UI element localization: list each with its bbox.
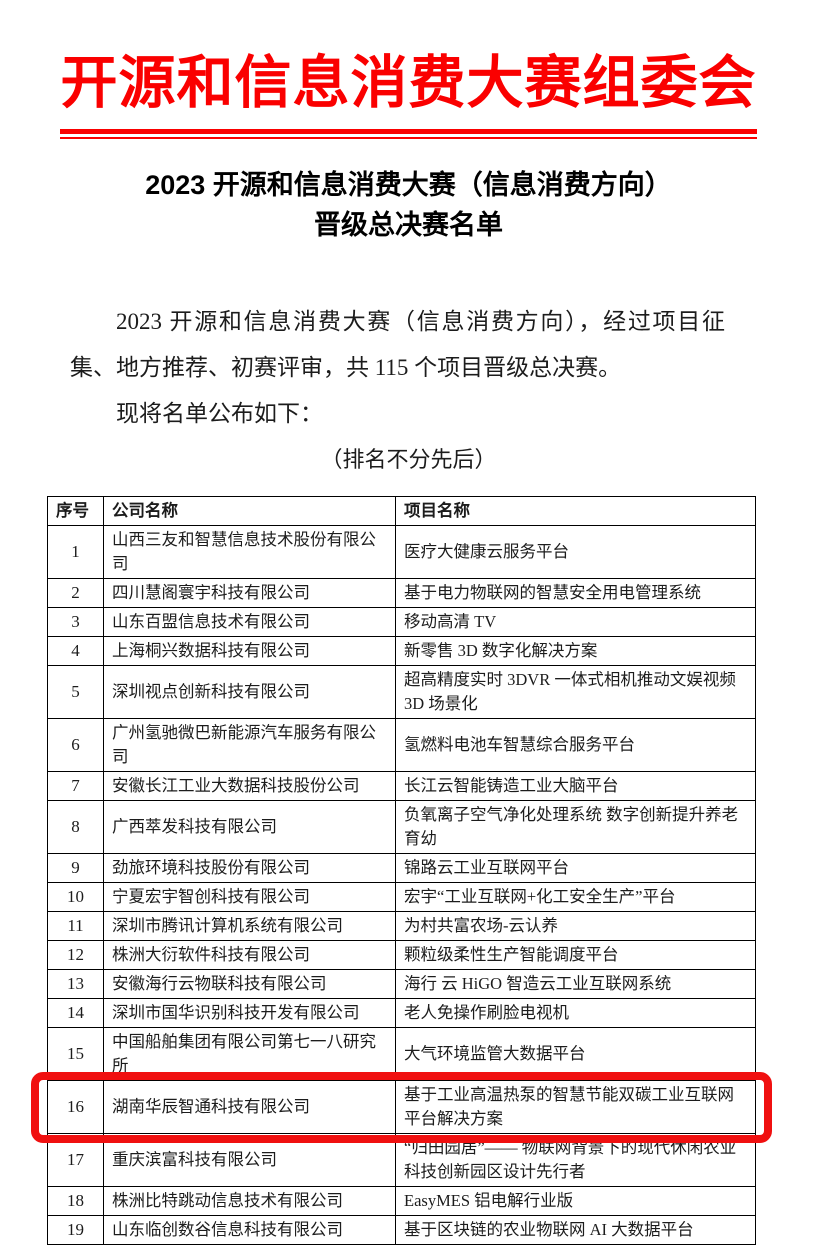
cell-no: 1: [47, 525, 104, 580]
cell-company: 广州氢驰微巴新能源汽车服务有限公司: [103, 718, 396, 773]
cell-project: 长江云智能铸造工业大脑平台: [395, 771, 756, 802]
cell-no: 19: [47, 1215, 104, 1245]
divider-thick-line: [60, 129, 757, 135]
document-title: 2023 开源和信息消费大赛（信息消费方向） 晋级总决赛名单: [0, 165, 817, 245]
table-row: 19 山东临创数谷信息科技有限公司 基于区块链的农业物联网 AI 大数据平台: [47, 1215, 756, 1245]
cell-no: 4: [47, 636, 104, 667]
header-cell-project: 项目名称: [395, 496, 756, 527]
header-cell-no: 序号: [47, 496, 104, 527]
cell-no: 5: [47, 665, 104, 720]
cell-company: 深圳市国华识别科技开发有限公司: [103, 998, 396, 1029]
cell-project: 基于电力物联网的智慧安全用电管理系统: [395, 578, 756, 609]
document-page: 开源和信息消费大赛组委会 2023 开源和信息消费大赛（信息消费方向） 晋级总决…: [0, 52, 817, 1245]
intro-paragraph: 2023 开源和信息消费大赛（信息消费方向），经过项目征集、地方推荐、初赛评审，…: [70, 309, 725, 381]
cell-project: 为村共富农场-云认养: [395, 911, 756, 942]
document-title-line-2: 晋级总决赛名单: [314, 210, 503, 241]
table-row: 12 株洲大衍软件科技有限公司 颗粒级柔性生产智能调度平台: [47, 940, 756, 971]
cell-project: EasyMES 铝电解行业版: [395, 1186, 756, 1217]
cell-project: 基于区块链的农业物联网 AI 大数据平台: [395, 1215, 756, 1245]
table-row: 11 深圳市腾讯计算机系统有限公司 为村共富农场-云认养: [47, 911, 756, 942]
table-body: 1 山西三友和智慧信息技术股份有限公司 医疗大健康云服务平台 2 四川慧阁寰宇科…: [47, 525, 756, 1245]
cell-no: 17: [47, 1133, 104, 1188]
cell-no: 10: [47, 882, 104, 913]
cell-project: “归田园居”—— 物联网背景下的现代休闲农业科技创新园区设计先行者: [395, 1133, 756, 1188]
cell-company: 劲旅环境科技股份有限公司: [103, 853, 396, 884]
cell-company: 深圳视点创新科技有限公司: [103, 665, 396, 720]
table-row: 9 劲旅环境科技股份有限公司 锦路云工业互联网平台: [47, 853, 756, 884]
header-cell-company: 公司名称: [103, 496, 396, 527]
cell-no: 18: [47, 1186, 104, 1217]
cell-company: 湖南华辰智通科技有限公司: [103, 1080, 396, 1135]
cell-company: 山东临创数谷信息科技有限公司: [103, 1215, 396, 1245]
table-row: 14 深圳市国华识别科技开发有限公司 老人免操作刷脸电视机: [47, 998, 756, 1029]
table-row: 1 山西三友和智慧信息技术股份有限公司 医疗大健康云服务平台: [47, 525, 756, 580]
table-row: 17 重庆滨富科技有限公司 “归田园居”—— 物联网背景下的现代休闲农业科技创新…: [47, 1133, 756, 1188]
intro-section: 2023 开源和信息消费大赛（信息消费方向），经过项目征集、地方推荐、初赛评审，…: [70, 299, 725, 437]
cell-project: 老人免操作刷脸电视机: [395, 998, 756, 1029]
cell-project: 负氧离子空气净化处理系统 数字创新提升养老育幼: [395, 800, 756, 855]
table-row: 6 广州氢驰微巴新能源汽车服务有限公司 氢燃料电池车智慧综合服务平台: [47, 718, 756, 773]
cell-project: 超高精度实时 3DVR 一体式相机推动文娱视频 3D 场景化: [395, 665, 756, 720]
table-row: 5 深圳视点创新科技有限公司 超高精度实时 3DVR 一体式相机推动文娱视频 3…: [47, 665, 756, 720]
letterhead-divider: [60, 129, 757, 140]
cell-project: 医疗大健康云服务平台: [395, 525, 756, 580]
cell-no: 12: [47, 940, 104, 971]
cell-company: 重庆滨富科技有限公司: [103, 1133, 396, 1188]
cell-no: 11: [47, 911, 104, 942]
cell-company: 安徽长江工业大数据科技股份公司: [103, 771, 396, 802]
cell-company: 四川慧阁寰宇科技有限公司: [103, 578, 396, 609]
cell-no: 16: [47, 1080, 104, 1135]
cell-company: 深圳市腾讯计算机系统有限公司: [103, 911, 396, 942]
cell-no: 14: [47, 998, 104, 1029]
table-row: 4 上海桐兴数据科技有限公司 新零售 3D 数字化解决方案: [47, 636, 756, 667]
cell-no: 3: [47, 607, 104, 638]
table-row: 3 山东百盟信息技术有限公司 移动高清 TV: [47, 607, 756, 638]
announce-line: 现将名单公布如下：: [116, 401, 323, 427]
table-row: 7 安徽长江工业大数据科技股份公司 长江云智能铸造工业大脑平台: [47, 771, 756, 802]
cell-company: 山西三友和智慧信息技术股份有限公司: [103, 525, 396, 580]
cell-company: 株洲比特跳动信息技术有限公司: [103, 1186, 396, 1217]
cell-no: 8: [47, 800, 104, 855]
cell-project: 氢燃料电池车智慧综合服务平台: [395, 718, 756, 773]
cell-project: 移动高清 TV: [395, 607, 756, 638]
cell-project: 宏宇“工业互联网+化工安全生产”平台: [395, 882, 756, 913]
divider-thin-line: [60, 137, 757, 140]
cell-project: 颗粒级柔性生产智能调度平台: [395, 940, 756, 971]
cell-no: 9: [47, 853, 104, 884]
cell-project: 锦路云工业互联网平台: [395, 853, 756, 884]
cell-project: 海行 云 HiGO 智造云工业互联网系统: [395, 969, 756, 1000]
table-row: 15 中国船舶集团有限公司第七一八研究所 大气环境监管大数据平台: [47, 1027, 756, 1082]
table-row: 8 广西萃发科技有限公司 负氧离子空气净化处理系统 数字创新提升养老育幼: [47, 800, 756, 855]
cell-company: 中国船舶集团有限公司第七一八研究所: [103, 1027, 396, 1082]
cell-project: 新零售 3D 数字化解决方案: [395, 636, 756, 667]
document-title-line-1: 2023 开源和信息消费大赛（信息消费方向）: [145, 170, 672, 201]
table-row: 10 宁夏宏宇智创科技有限公司 宏宇“工业互联网+化工安全生产”平台: [47, 882, 756, 913]
letterhead-title: 开源和信息消费大赛组委会: [60, 52, 757, 115]
ranking-note: （排名不分先后）: [320, 447, 497, 473]
cell-company: 上海桐兴数据科技有限公司: [103, 636, 396, 667]
cell-company: 安徽海行云物联科技有限公司: [103, 969, 396, 1000]
cell-company: 宁夏宏宇智创科技有限公司: [103, 882, 396, 913]
cell-project: 基于工业高温热泵的智慧节能双碳工业互联网平台解决方案: [395, 1080, 756, 1135]
cell-no: 15: [47, 1027, 104, 1082]
finalists-table: 序号 公司名称 项目名称 1 山西三友和智慧信息技术股份有限公司 医疗大健康云服…: [47, 496, 756, 1245]
cell-company: 株洲大衍软件科技有限公司: [103, 940, 396, 971]
table-row: 2 四川慧阁寰宇科技有限公司 基于电力物联网的智慧安全用电管理系统: [47, 578, 756, 609]
cell-no: 2: [47, 578, 104, 609]
cell-no: 13: [47, 969, 104, 1000]
table-row: 13 安徽海行云物联科技有限公司 海行 云 HiGO 智造云工业互联网系统: [47, 969, 756, 1000]
cell-no: 7: [47, 771, 104, 802]
table-row: 18 株洲比特跳动信息技术有限公司 EasyMES 铝电解行业版: [47, 1186, 756, 1217]
table-header-row: 序号 公司名称 项目名称: [47, 496, 756, 527]
cell-no: 6: [47, 718, 104, 773]
table-row: 16 湖南华辰智通科技有限公司 基于工业高温热泵的智慧节能双碳工业互联网平台解决…: [47, 1080, 756, 1135]
cell-company: 广西萃发科技有限公司: [103, 800, 396, 855]
cell-company: 山东百盟信息技术有限公司: [103, 607, 396, 638]
cell-project: 大气环境监管大数据平台: [395, 1027, 756, 1082]
